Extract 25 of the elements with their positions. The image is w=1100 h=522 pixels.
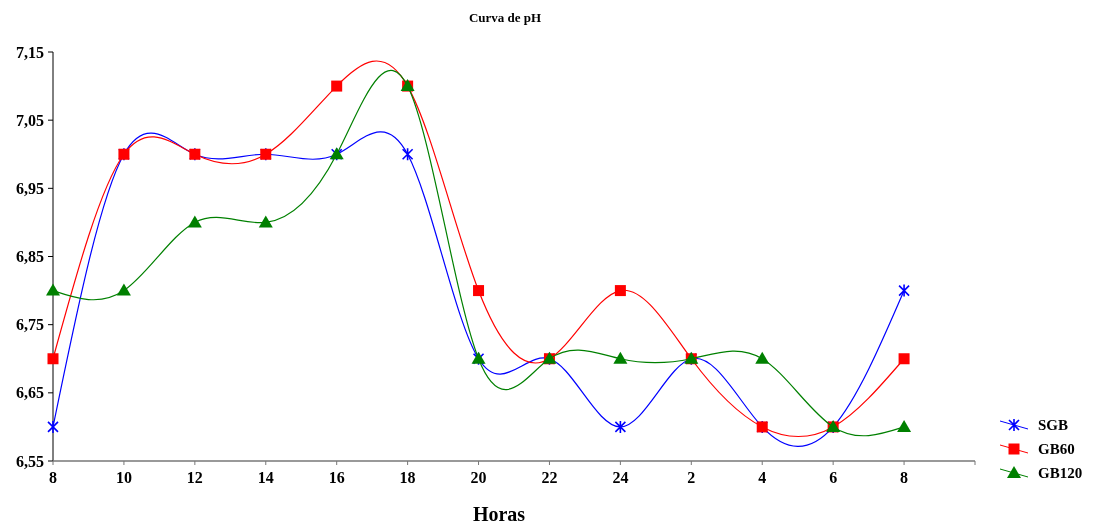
- x-tick-label: 24: [612, 469, 629, 486]
- y-tick-label: 6,85: [16, 248, 44, 266]
- x-axis-title: Horas: [472, 503, 526, 522]
- y-tick-label: 6,95: [16, 179, 44, 197]
- y-tick-label: 7,15: [16, 43, 44, 61]
- x-tick-label: 10: [115, 469, 132, 486]
- x-tick-label: 16: [328, 469, 345, 486]
- x-tick-label: 14: [257, 469, 274, 486]
- x-tick-label: 4: [758, 469, 767, 486]
- x-tick-label: 8: [49, 469, 57, 486]
- legend-label: GB120: [1038, 465, 1083, 482]
- legend-label: GB60: [1038, 441, 1075, 458]
- y-tick-label: 6,65: [16, 384, 44, 402]
- x-tick-label: 22: [541, 469, 558, 486]
- legend-label: SGB: [1038, 417, 1069, 434]
- x-tick-label: 6: [829, 469, 838, 486]
- x-tick-label: 20: [470, 469, 487, 486]
- y-tick-label: 6,55: [16, 452, 44, 470]
- chart-title: Curva de pH: [468, 10, 542, 25]
- x-tick-label: 18: [399, 469, 416, 486]
- x-tick-label: 2: [687, 469, 696, 486]
- y-tick-label: 7,05: [16, 111, 44, 129]
- x-tick-label: 8: [900, 469, 909, 486]
- x-tick-label: 12: [186, 469, 203, 486]
- y-tick-label: 6,75: [16, 316, 44, 334]
